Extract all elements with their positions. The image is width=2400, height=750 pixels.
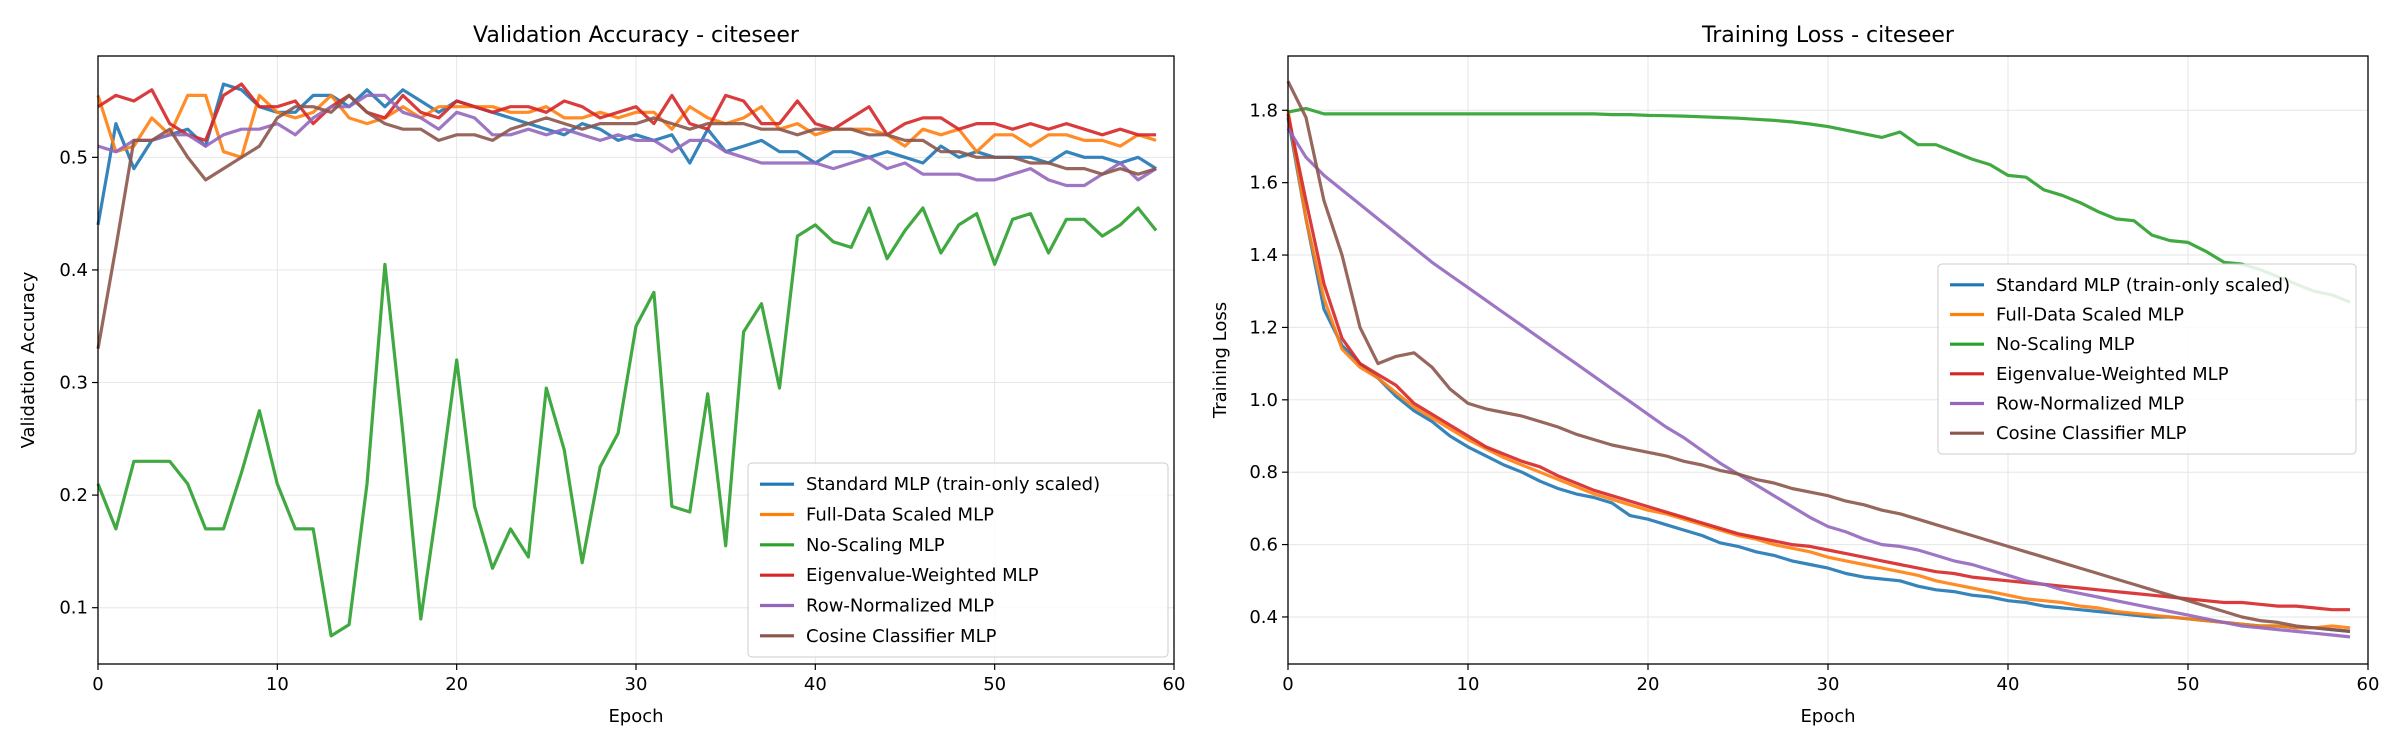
x-tick-label: 40 xyxy=(804,674,827,695)
series-line xyxy=(1287,106,2351,304)
y-tick-label: 0.1 xyxy=(59,598,88,619)
legend-label: No-Scaling MLP xyxy=(1996,334,2135,355)
x-axis-label: Epoch xyxy=(1800,706,1855,727)
legend-label: Full-Data Scaled MLP xyxy=(1996,305,2184,326)
x-tick-label: 0 xyxy=(92,674,103,695)
x-tick-label: 20 xyxy=(445,674,468,695)
legend-label: Cosine Classifier MLP xyxy=(1996,423,2187,444)
legend-box xyxy=(1937,263,2357,455)
series-line xyxy=(97,82,1157,142)
x-tick-label: 60 xyxy=(2357,674,2380,695)
y-tick-label: 0.4 xyxy=(59,260,88,281)
y-tick-label: 1.2 xyxy=(1249,317,1278,338)
y-tick-label: 1.0 xyxy=(1249,390,1278,411)
series-line xyxy=(1286,110,2351,630)
y-tick-label: 0.3 xyxy=(59,373,88,394)
x-tick-label: 30 xyxy=(625,674,648,695)
x-tick-label: 20 xyxy=(1637,674,1660,695)
x-tick-label: 60 xyxy=(1163,674,1186,695)
legend: Standard MLP (train-only scaled) Full-Dat… xyxy=(1937,263,2357,455)
y-tick-label: 1.8 xyxy=(1249,100,1278,121)
y-axis-label: Validation Accuracy xyxy=(18,271,39,448)
ticks: 0 10 20 30 40 50 60 0.4 0.6 0.8 1.0 1.2 1.4 1.6 1.8 xyxy=(1249,100,2379,695)
y-tick-label: 1.6 xyxy=(1249,173,1278,194)
legend-label: No-Scaling MLP xyxy=(806,535,945,556)
validation-accuracy-chart: Validation Accuracy - citeseer Epoch Val… xyxy=(18,23,1185,727)
x-tick-label: 50 xyxy=(2177,674,2200,695)
y-tick-label: 1.4 xyxy=(1249,245,1278,266)
legend: Standard MLP (train-only scaled) Full-Dat… xyxy=(747,462,1169,658)
x-tick-label: 10 xyxy=(266,674,289,695)
legend-label: Row-Normalized MLP xyxy=(806,596,994,617)
series-line xyxy=(1286,80,2351,633)
series-line xyxy=(96,93,1157,349)
legend-label: Standard MLP (train-only scaled) xyxy=(1996,275,2290,296)
series-line xyxy=(96,206,1158,638)
legend-label: Full-Data Scaled MLP xyxy=(806,505,994,526)
x-tick-label: 10 xyxy=(1457,674,1480,695)
y-axis-label: Training Loss xyxy=(1210,302,1231,419)
legend-box xyxy=(747,462,1169,658)
training-loss-chart: Training Loss - citeseer Epoch Training … xyxy=(1210,23,2379,727)
legend-label: Cosine Classifier MLP xyxy=(806,626,997,647)
x-tick-label: 30 xyxy=(1817,674,1840,695)
series-lines xyxy=(1286,80,2351,639)
x-tick-label: 50 xyxy=(983,674,1006,695)
legend-label: Row-Normalized MLP xyxy=(1996,394,2184,415)
y-tick-label: 0.8 xyxy=(1249,462,1278,483)
chart-title: Validation Accuracy - citeseer xyxy=(473,23,800,48)
x-axis-label: Epoch xyxy=(608,706,663,727)
chart-title: Training Loss - citeseer xyxy=(1701,23,1955,48)
series-lines xyxy=(96,82,1158,638)
legend-label: Eigenvalue-Weighted MLP xyxy=(1996,364,2229,385)
series-line xyxy=(96,93,1157,159)
y-tick-label: 0.2 xyxy=(59,485,88,506)
y-tick-label: 0.5 xyxy=(59,147,88,168)
series-line xyxy=(1286,127,2351,639)
y-tick-label: 0.6 xyxy=(1249,535,1278,556)
legend-label: Standard MLP (train-only scaled) xyxy=(806,474,1100,495)
y-tick-label: 0.4 xyxy=(1249,607,1278,628)
legend-label: Eigenvalue-Weighted MLP xyxy=(806,565,1039,586)
x-tick-label: 0 xyxy=(1282,674,1293,695)
ticks: 0 10 20 30 40 50 60 0.1 0.2 0.3 0.4 0.5 xyxy=(59,147,1185,695)
x-tick-label: 40 xyxy=(1997,674,2020,695)
